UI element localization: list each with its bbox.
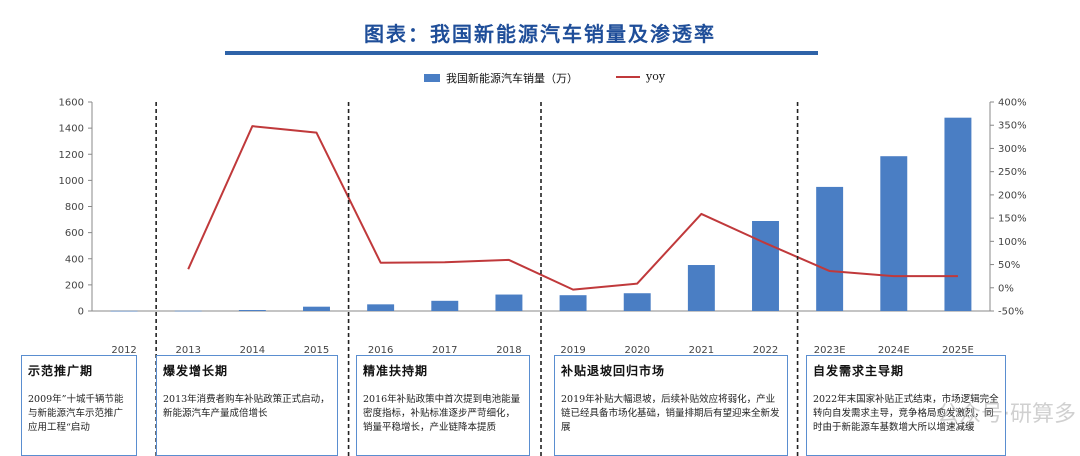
sales-bar (431, 300, 459, 311)
phase-title-3: 精准扶持期 (363, 364, 429, 378)
sales-bar (880, 156, 908, 311)
title-underline (225, 51, 818, 55)
legend-item-yoy: yoy (616, 70, 665, 83)
phase-text-2: 2013年消费者购车补贴政策正式启动，新能源汽车产量成倍增长 (163, 394, 330, 419)
right-tick-label: 200% (998, 190, 1027, 201)
right-tick-label: 150% (998, 214, 1027, 225)
sales-bar (110, 310, 138, 312)
right-tick-label: 100% (998, 237, 1027, 248)
sales-bar (367, 304, 395, 311)
sales-bar (752, 220, 779, 311)
right-tick-label: 50% (998, 260, 1020, 271)
legend-label-yoy: yoy (646, 70, 666, 83)
legend-item-sales: 我国新能源汽车销量（万） (424, 70, 578, 86)
x-tick-label: 2018 (496, 345, 521, 356)
x-tick-label: 2017 (432, 345, 457, 356)
left-tick-label: 1000 (59, 176, 84, 187)
x-tick-label: 2013 (175, 345, 200, 356)
phase-title-4: 补贴退坡回归市场 (561, 364, 666, 378)
legend-bar-swatch (424, 74, 440, 82)
legend: 我国新能源汽车销量（万） yoy (0, 70, 1080, 88)
right-tick-label: 0% (998, 283, 1014, 294)
left-tick-label: 600 (65, 228, 84, 239)
left-tick-label: 0 (78, 307, 84, 318)
left-tick-label: 1600 (59, 98, 84, 109)
sales-bar (238, 310, 266, 311)
left-tick-label: 400 (65, 254, 84, 265)
phase-box-2: 爆发增长期 2013年消费者购车补贴政策正式启动，新能源汽车产量成倍增长 (156, 355, 338, 456)
sales-bar (816, 186, 844, 311)
x-tick-label: 2014 (240, 345, 265, 356)
phase-box-4: 补贴退坡回归市场 2019年补贴大幅退坡，后续补贴效应将弱化，产业链已经具备市场… (554, 355, 788, 456)
legend-label-sales: 我国新能源汽车销量（万） (446, 72, 578, 85)
phase-title-5: 自发需求主导期 (813, 364, 905, 378)
sales-bar (174, 310, 202, 312)
left-tick-label: 1200 (59, 150, 84, 161)
x-tick-label: 2019 (560, 345, 585, 356)
left-tick-label: 800 (65, 202, 84, 213)
sales-bar (303, 306, 330, 311)
phase-title-2: 爆发增长期 (163, 364, 229, 378)
phase-text-1: 2009年”十城千辆节能与新能源汽车示范推广应用工程“启动 (28, 394, 124, 433)
sales-bar (944, 117, 972, 311)
chart-title: 图表：我国新能源汽车销量及渗透率 (364, 22, 716, 46)
phase-text-3: 2016年补贴政策中首次提到电池能量密度指标，补贴标准逐步严苛细化，销量平稳增长… (363, 394, 521, 433)
phase-box-5: 自发需求主导期 2022年末国家补贴正式结束，市场逻辑完全转向自发需求主导，竞争… (806, 355, 1006, 456)
legend-line-swatch (616, 75, 640, 78)
phase-box-1: 示范推广期 2009年”十城千辆节能与新能源汽车示范推广应用工程“启动 (21, 355, 137, 456)
x-tick-label: 2024E (878, 345, 910, 356)
x-tick-label: 2015 (304, 345, 329, 356)
right-tick-label: -50% (998, 307, 1024, 318)
x-tick-label: 2016 (368, 345, 393, 356)
x-tick-label: 2025E (942, 345, 974, 356)
watermark: 公众号·研算多 (937, 402, 1076, 427)
sales-bar (559, 295, 587, 311)
right-tick-label: 300% (998, 144, 1027, 155)
x-tick-label: 2020 (624, 345, 649, 356)
right-tick-label: 250% (998, 167, 1027, 178)
phase-box-3: 精准扶持期 2016年补贴政策中首次提到电池能量密度指标，补贴标准逐步严苛细化，… (356, 355, 530, 456)
phase-text-5: 2022年末国家补贴正式结束，市场逻辑完全转向自发需求主导，竞争格局愈发激烈，同… (813, 394, 999, 433)
right-tick-label: 350% (998, 121, 1027, 132)
phase-title-1: 示范推广期 (28, 364, 94, 378)
left-tick-label: 200 (65, 280, 84, 291)
phase-text-4: 2019年补贴大幅退坡，后续补贴效应将弱化，产业链已经具备市场化基础，销量排期后… (561, 394, 780, 433)
left-tick-label: 1400 (59, 124, 84, 135)
sales-bar (687, 265, 715, 311)
sales-bar (495, 294, 523, 311)
x-tick-label: 2021 (689, 345, 714, 356)
x-tick-label: 2012 (111, 345, 136, 356)
x-tick-label: 2023E (814, 345, 846, 356)
x-tick-label: 2022 (753, 345, 778, 356)
right-tick-label: 400% (998, 98, 1027, 109)
sales-bar (623, 293, 651, 311)
